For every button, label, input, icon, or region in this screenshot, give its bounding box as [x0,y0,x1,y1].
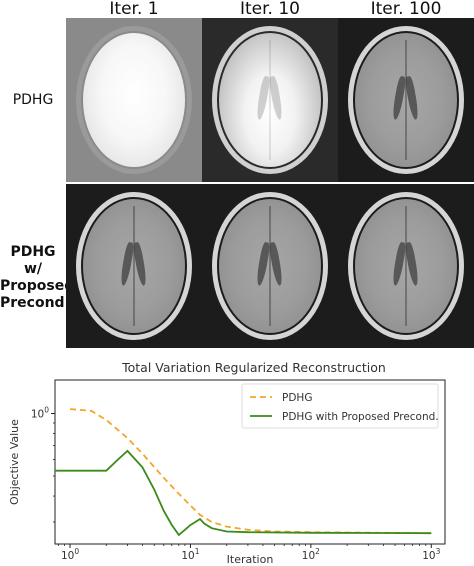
midline [133,40,135,160]
x-tick-label: 100 [61,547,79,562]
y-axis-ticks: 100 [31,405,55,523]
x-axis-ticks: 100 101 102 103 [57,544,441,562]
legend-label-pdhg: PDHG [282,392,312,404]
mri-scan-row2-col3 [338,184,474,348]
row-label-line-2: Proposed [0,278,75,294]
midline [269,206,271,326]
skull-ring [348,192,464,340]
brain-tissue [355,33,457,167]
midline [405,40,407,160]
column-title-iter-1: Iter. 1 [109,0,159,19]
legend: PDHG PDHG with Proposed Precond. [241,383,439,429]
column-title-iter-10: Iter. 10 [239,0,300,19]
brain-tissue [355,199,457,333]
skull-ring [212,26,328,174]
series-line-pdhg [69,408,432,535]
x-tick-label: 101 [181,547,199,562]
row-label-pdhg-precond: PDHG w/ Proposed Precond. [0,244,75,312]
x-tick-label: 102 [302,547,320,562]
x-axis-label: Iteration [227,553,274,566]
column-title-iter-100: Iter. 100 [370,0,442,19]
x-tick-label: 103 [422,547,440,562]
row-label-line-1: PDHG w/ [10,244,56,277]
objective-value-chart: Total Variation Regularized Reconstructi… [8,360,446,566]
mri-scan-row1-col1 [66,18,202,182]
row-label-pdhg-text: PDHG [12,92,54,108]
skull-ring [348,26,464,174]
skull-ring [212,192,328,340]
skull-ring [76,192,192,340]
mri-scan-row2-col2 [202,184,338,348]
plot-frame [54,379,446,545]
brain-tissue [83,199,185,333]
midline [405,206,407,326]
brain-tissue [83,33,185,167]
mri-scan-row2-col1 [66,184,202,348]
legend-label-precond: PDHG with Proposed Precond. [282,411,439,423]
midline [133,206,135,326]
mri-scan-row1-col2 [202,18,338,182]
midline [269,40,271,160]
mri-scan-row1-col3 [338,18,474,182]
skull-ring [76,26,192,174]
row-label-line-3: Precond. [0,295,70,311]
legend-box [241,383,439,429]
row-label-pdhg: PDHG [0,92,66,108]
y-axis-label: Objective Value [8,419,21,505]
series-lines [55,408,432,537]
series-line-precond [55,449,432,537]
brain-tissue [219,33,321,167]
y-tick-label: 100 [31,405,49,420]
chart-title: Total Variation Regularized Reconstructi… [121,360,386,375]
brain-tissue [219,199,321,333]
